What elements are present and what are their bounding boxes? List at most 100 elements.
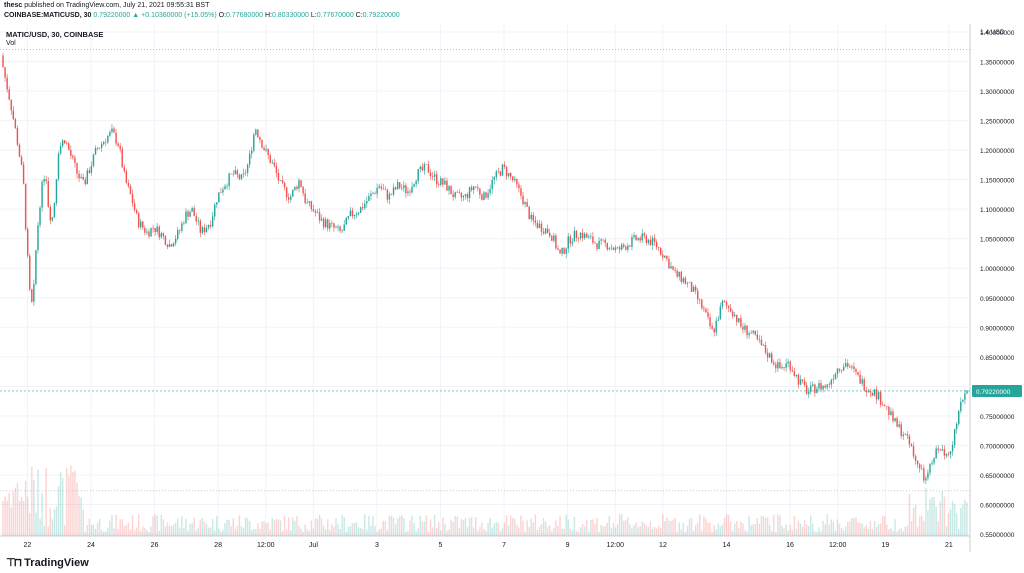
candle-body xyxy=(859,374,861,384)
volume-bar xyxy=(867,529,870,536)
volume-bar xyxy=(57,486,60,536)
candle-body xyxy=(230,173,232,175)
volume-bar xyxy=(495,521,498,536)
volume-bar xyxy=(945,526,948,536)
candle-body xyxy=(676,270,678,277)
candle-body xyxy=(553,235,555,241)
volume-bar xyxy=(567,519,569,536)
candle-body xyxy=(472,186,475,191)
volume-bar xyxy=(608,515,611,536)
x-tick-label: 24 xyxy=(87,542,95,549)
candle-body xyxy=(285,187,288,198)
volume-bar xyxy=(657,525,660,536)
candle-body xyxy=(316,212,319,213)
candle-body xyxy=(339,226,341,231)
volume-bar xyxy=(847,521,849,536)
volume-bar xyxy=(563,528,565,536)
volume-bar xyxy=(429,519,432,536)
volume-bar xyxy=(142,526,144,536)
volume-bar xyxy=(853,518,855,536)
candle-body xyxy=(937,448,939,451)
candle-body xyxy=(242,173,245,175)
volume-bar xyxy=(493,523,495,536)
volume-bar xyxy=(475,517,477,536)
volume-bar xyxy=(512,518,514,536)
volume-bar xyxy=(300,528,302,536)
volume-bar xyxy=(66,467,68,536)
candle-body xyxy=(263,147,265,151)
volume-bar xyxy=(164,526,167,536)
volume-bar xyxy=(514,519,516,536)
candle-body xyxy=(398,182,401,189)
volume-bar xyxy=(405,531,407,536)
volume-bar xyxy=(242,528,245,536)
last-price-label: 0.79220000 xyxy=(976,389,1011,396)
candle-body xyxy=(705,309,707,313)
candle-body xyxy=(292,189,294,197)
volume-bar xyxy=(918,516,921,536)
volume-bar xyxy=(861,523,863,536)
volume-bar xyxy=(438,522,440,536)
candle-body xyxy=(810,385,812,392)
volume-bar xyxy=(127,522,130,536)
volume-bar xyxy=(450,519,452,536)
volume-bar xyxy=(651,529,654,536)
volume-bar xyxy=(594,524,596,536)
volume-bar xyxy=(707,522,709,536)
chart-area[interactable]: 1.4 USD 1.40000000 1.35000000 1.30000000 1.2… xyxy=(0,24,1024,552)
volume-bar xyxy=(125,524,128,536)
y-tick-label: 0.60000000 xyxy=(980,502,1015,509)
footer-bar xyxy=(0,552,1024,573)
candle-body xyxy=(261,139,263,148)
candle-body xyxy=(795,374,798,376)
volume-bar xyxy=(259,528,261,536)
volume-bar xyxy=(26,496,29,536)
volume-bar xyxy=(193,517,195,536)
candle-body xyxy=(78,173,80,179)
volume-bar xyxy=(51,519,54,536)
candle-body xyxy=(378,186,380,188)
y-tick-label: 0.75000000 xyxy=(980,414,1015,421)
candle-body xyxy=(74,157,76,163)
candle-body xyxy=(514,178,516,181)
candle-body xyxy=(366,201,368,204)
candle-body xyxy=(166,244,169,247)
candle-body xyxy=(152,227,154,229)
volume-bar xyxy=(277,519,280,536)
candle-body xyxy=(177,230,179,239)
volume-bar xyxy=(324,529,327,536)
candle-body xyxy=(197,220,200,222)
volume-bar xyxy=(390,515,393,536)
candle-body xyxy=(199,220,202,233)
candle-body xyxy=(958,411,960,425)
volume-bar xyxy=(551,531,553,536)
candle-body xyxy=(569,236,572,244)
volume-bar xyxy=(625,519,627,536)
candle-body xyxy=(583,233,586,239)
candle-body xyxy=(466,194,469,198)
candle-body xyxy=(896,418,898,427)
candle-body xyxy=(964,393,966,400)
volume-bar xyxy=(376,531,378,536)
candle-body xyxy=(557,248,559,250)
candle-body xyxy=(791,370,793,372)
candle-body xyxy=(933,458,935,464)
volume-bar xyxy=(8,492,10,536)
candle-body xyxy=(877,392,880,400)
candle-body xyxy=(257,129,259,137)
candle-body xyxy=(320,218,323,221)
volume-bar xyxy=(96,522,99,536)
candle-body xyxy=(697,290,699,300)
volume-bar xyxy=(232,518,234,536)
volume-bar xyxy=(431,527,434,536)
y-tick-label: 0.65000000 xyxy=(980,473,1015,480)
tradingview-logo[interactable]: ⊤⊓ TradingView xyxy=(6,556,89,570)
y-tick-label: 1.10000000 xyxy=(980,207,1015,214)
volume-bar xyxy=(906,525,909,536)
candle-body xyxy=(912,445,915,457)
volume-bar xyxy=(857,522,859,536)
candle-body xyxy=(359,207,362,213)
candle-body xyxy=(388,193,391,200)
volume-bar xyxy=(398,516,401,536)
